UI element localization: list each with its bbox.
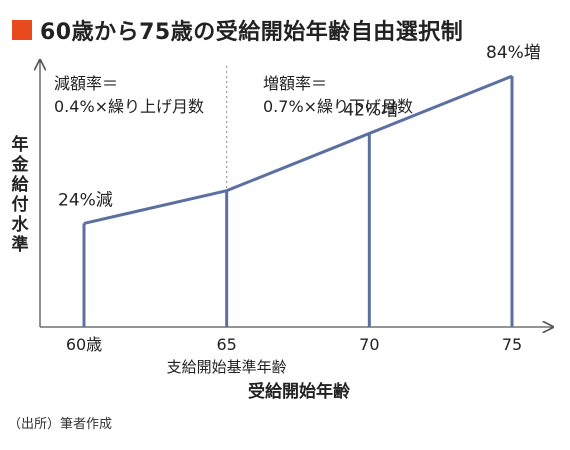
x-axis-title: 受給開始年齢 bbox=[248, 381, 351, 402]
point-label-75: 84%増 bbox=[486, 43, 541, 63]
point-label-70: 42%増 bbox=[343, 100, 398, 120]
x-tick-label-65: 65 bbox=[216, 335, 236, 354]
x-tick-label-75: 75 bbox=[502, 335, 522, 354]
chart-title: 60歳から75歳の受給開始年齢自由選択制 bbox=[40, 20, 464, 45]
y-axis-title: 年金給付水準 bbox=[11, 134, 30, 255]
point-label-60: 24%減 bbox=[58, 190, 113, 210]
annotation-left-line2: 0.4%×繰り上げ月数 bbox=[54, 97, 204, 116]
annotation-right-line1: 増額率＝ bbox=[263, 74, 327, 93]
x-tick-label-70: 70 bbox=[359, 335, 379, 354]
chart-title-bar: 60歳から75歳の受給開始年齢自由選択制 bbox=[12, 14, 463, 46]
x-tick-label-60: 60歳 bbox=[66, 335, 102, 354]
benefit-line bbox=[83, 74, 513, 225]
annotation-left-line1: 減額率＝ bbox=[54, 74, 118, 93]
source-note: （出所）筆者作成 bbox=[8, 417, 113, 432]
title-marker-icon bbox=[12, 20, 32, 40]
annotation-right-line2: 0.7%×繰り下げ月数 bbox=[263, 97, 413, 116]
x-sublabel: 支給開始基準年齢 bbox=[167, 358, 287, 376]
